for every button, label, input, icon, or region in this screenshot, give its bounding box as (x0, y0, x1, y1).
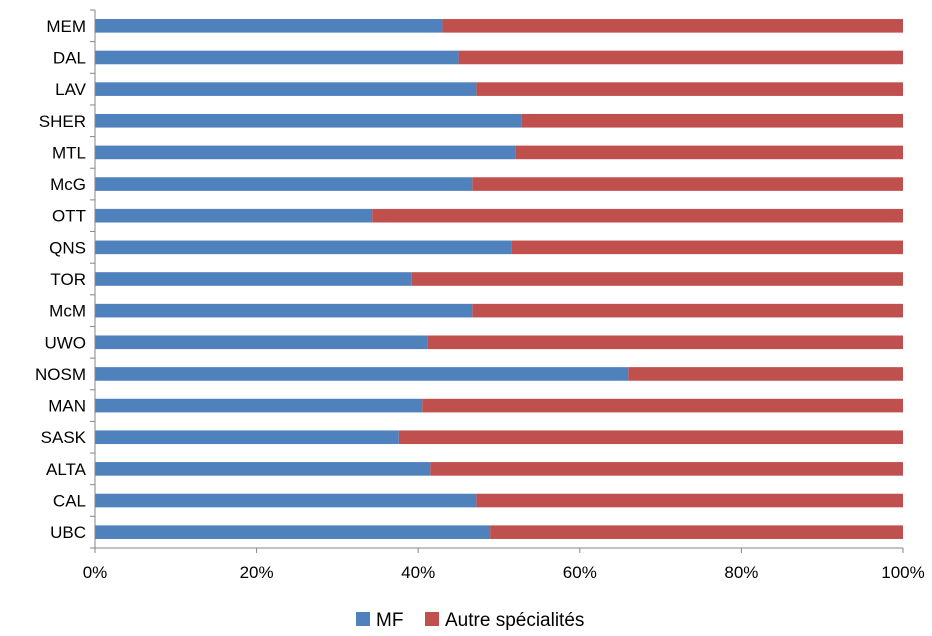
x-tick-label-60pct: 60% (563, 563, 597, 582)
y-tick-label-dal: DAL (53, 48, 86, 67)
y-tick-label-sher: SHER (39, 112, 86, 131)
y-tick-label-mcg: McG (50, 175, 86, 194)
y-tick-label-sask: SASK (41, 428, 87, 447)
bar-cal-autre-specialites (476, 493, 903, 508)
y-tick-label-mem: MEM (46, 17, 86, 36)
y-tick-label-tor: TOR (50, 270, 86, 289)
bar-uwo-autre-specialites (427, 335, 903, 350)
x-tick-label-0pct: 0% (83, 563, 108, 582)
x-tick-label-40pct: 40% (401, 563, 435, 582)
bar-ubc-mf (95, 525, 491, 539)
bar-mcm-autre-specialites (472, 303, 903, 318)
bar-tor-mf (95, 272, 412, 286)
bar-nosm-mf (95, 367, 629, 381)
y-tick-label-lav: LAV (55, 80, 87, 99)
bar-lav-autre-specialites (476, 82, 903, 96)
y-tick-label-alta: ALTA (46, 460, 87, 479)
x-tick-label-100pct: 100% (881, 563, 924, 582)
bar-mcg-mf (95, 177, 473, 191)
plot-area: MEM DAL LAV SHER MTL McG OTT QNS TOR McM UWO NOSM MA… (35, 9, 925, 582)
bar-dal-autre-specialites (458, 50, 903, 65)
bar-uwo-mf (95, 335, 428, 350)
legend: MF Autre spécialités (356, 610, 584, 631)
bar-mtl-mf (95, 145, 516, 160)
bar-mcm-mf (95, 303, 473, 318)
y-tick-label-man: MAN (48, 397, 86, 416)
bar-man-mf (95, 398, 423, 413)
bar-sask-mf (95, 430, 399, 445)
y-tick-label-ott: OTT (52, 207, 86, 226)
x-tick-label-20pct: 20% (240, 563, 274, 582)
bar-mcg-autre-specialites (472, 177, 903, 191)
y-tick-label-mtl: MTL (52, 143, 86, 162)
bar-mem-mf (95, 19, 443, 33)
bar-sask-autre-specialites (398, 430, 903, 445)
y-tick-label-nosm: NOSM (35, 365, 86, 384)
x-tick-label-80pct: 80% (724, 563, 758, 582)
bar-sher-mf (95, 113, 522, 128)
bar-ott-autre-specialites (372, 208, 903, 223)
bar-sher-autre-specialites (521, 113, 903, 128)
bar-tor-autre-specialites (411, 272, 903, 286)
legend-swatch-autre-specialites (425, 612, 439, 626)
y-tick-label-cal: CAL (53, 492, 86, 511)
bar-mtl-autre-specialites (515, 145, 903, 160)
bar-qns-mf (95, 240, 512, 255)
legend-swatch-mf (356, 612, 370, 626)
bar-dal-mf (95, 50, 459, 65)
bar-mem-autre-specialites (442, 19, 903, 33)
bar-man-autre-specialites (422, 398, 903, 413)
legend-label-mf: MF (376, 610, 403, 631)
y-tick-label-mcm: McM (49, 302, 86, 321)
y-tick-label-qns: QNS (49, 238, 86, 257)
bar-qns-autre-specialites (511, 240, 903, 255)
bar-nosm-autre-specialites (628, 367, 903, 381)
bar-alta-mf (95, 462, 431, 476)
bar-cal-mf (95, 493, 477, 508)
bar-ott-mf (95, 208, 373, 223)
bar-alta-autre-specialites (430, 462, 903, 476)
y-tick-label-ubc: UBC (50, 523, 86, 542)
bar-lav-mf (95, 82, 477, 96)
y-tick-label-uwo: UWO (44, 333, 86, 352)
bar-ubc-autre-specialites (490, 525, 903, 539)
legend-label-autre-specialites: Autre spécialités (445, 610, 584, 631)
